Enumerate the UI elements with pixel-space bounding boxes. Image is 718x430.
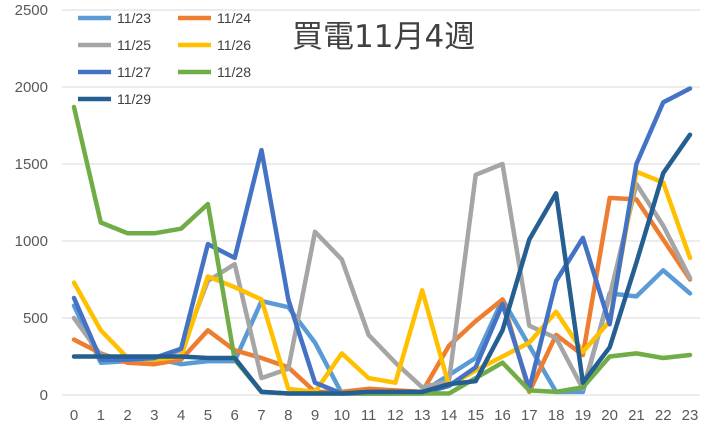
x-tick-label: 20	[601, 407, 618, 424]
legend-label: 11/24	[217, 10, 251, 26]
legend: 11/23 11/24 11/25 11/26 11/27 11/28 11/29	[78, 10, 251, 107]
x-axis-tick-labels: 0 1 2 3 4 5 6 7 8 9 10 11 12 13 14 15 16 17 18 19 20 21 22 23	[70, 407, 699, 424]
chart-title: 買電11月4週	[292, 19, 475, 55]
x-tick-label: 23	[682, 407, 699, 424]
x-tick-label: 22	[655, 407, 672, 424]
legend-item: 11/25	[78, 37, 151, 53]
legend-label: 11/29	[117, 91, 151, 107]
x-tick-label: 5	[204, 407, 212, 424]
legend-item: 11/26	[178, 37, 251, 53]
x-tick-label: 6	[231, 407, 239, 424]
y-tick-label: 2500	[15, 2, 48, 19]
legend-item: 11/28	[178, 64, 251, 80]
x-tick-label: 11	[361, 407, 377, 424]
series-line-11-29	[71, 132, 693, 396]
y-tick-label: 1500	[15, 156, 48, 173]
legend-item: 11/23	[78, 10, 151, 26]
x-tick-label: 17	[521, 407, 538, 424]
series-line-11-24	[71, 195, 693, 395]
legend-label: 11/27	[117, 64, 151, 80]
y-tick-label: 0	[40, 387, 48, 404]
legend-item: 11/27	[78, 64, 151, 80]
gridlines	[62, 9, 700, 396]
legend-label: 11/28	[217, 64, 251, 80]
x-tick-label: 19	[575, 407, 592, 424]
x-tick-label: 4	[177, 407, 185, 424]
legend-item: 11/24	[178, 10, 251, 26]
x-tick-label: 18	[548, 407, 565, 424]
x-tick-label: 10	[333, 407, 350, 424]
y-tick-label: 500	[23, 310, 48, 327]
y-axis-tick-labels: 0 500 1000 1500 2000 2500	[15, 2, 48, 404]
x-tick-label: 9	[311, 407, 319, 424]
legend-label: 11/25	[117, 37, 151, 53]
legend-label: 11/23	[117, 10, 151, 26]
x-tick-label: 7	[257, 407, 265, 424]
x-tick-label: 2	[123, 407, 131, 424]
x-tick-label: 3	[150, 407, 158, 424]
y-tick-label: 1000	[15, 233, 48, 250]
legend-label: 11/26	[217, 37, 251, 53]
x-tick-label: 13	[414, 407, 431, 424]
y-tick-label: 2000	[15, 79, 48, 96]
series-lines	[71, 86, 693, 396]
x-tick-label: 21	[628, 407, 645, 424]
x-tick-label: 0	[70, 407, 78, 424]
x-tick-label: 12	[387, 407, 404, 424]
x-tick-label: 16	[494, 407, 511, 424]
x-tick-label: 14	[441, 407, 458, 424]
legend-item: 11/29	[78, 91, 151, 107]
x-tick-label: 15	[467, 407, 484, 424]
x-tick-label: 1	[97, 407, 105, 424]
x-tick-label: 8	[284, 407, 292, 424]
